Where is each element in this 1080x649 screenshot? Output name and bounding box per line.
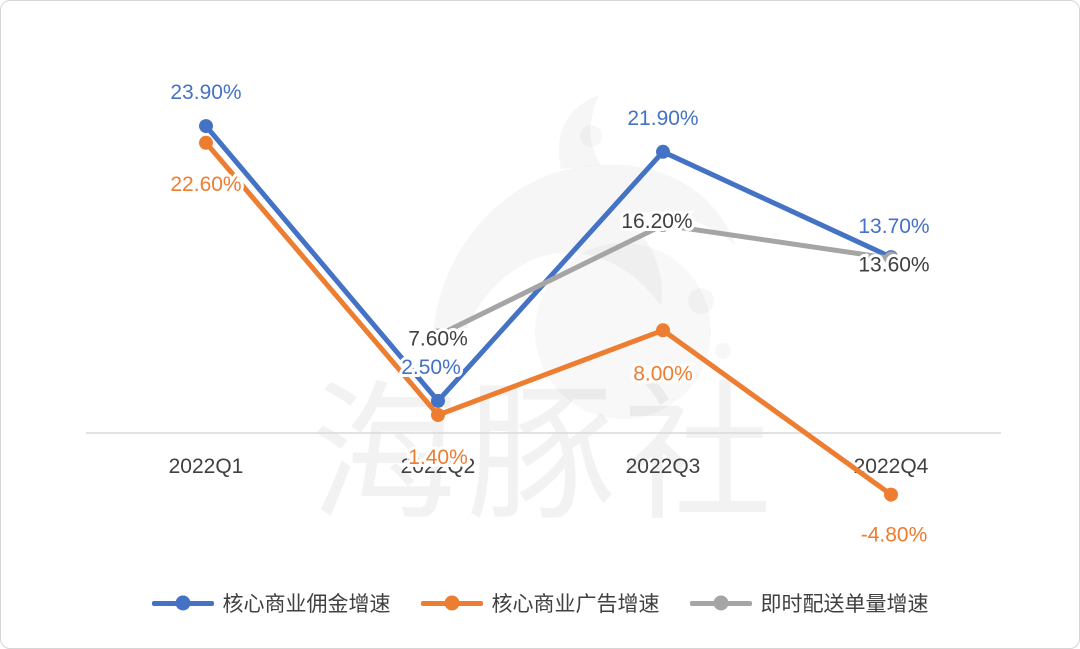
legend-label-delivery-volume-growth: 即时配送单量增速 <box>760 593 929 616</box>
data-label: 21.90% <box>627 107 698 130</box>
data-point <box>884 487 898 502</box>
data-point <box>656 323 670 338</box>
legend-line-marker-gray <box>689 595 752 611</box>
data-point <box>431 393 445 408</box>
legend-dot-gray <box>713 595 728 611</box>
legend-line-marker-blue <box>151 595 214 611</box>
data-point <box>656 144 670 159</box>
data-label: 16.20% <box>621 210 692 233</box>
x-axis-label: 2022Q4 <box>854 455 929 478</box>
data-point <box>431 408 445 422</box>
series-line-0 <box>203 123 894 404</box>
data-label: 1.40% <box>408 446 468 469</box>
data-label: 2.50% <box>401 356 461 379</box>
data-point <box>431 328 445 343</box>
x-axis-label: 2022Q3 <box>626 455 701 478</box>
data-label: -4.80% <box>861 524 928 547</box>
legend-item-commission-growth: 核心商业佣金增速 <box>151 588 391 618</box>
series-line-1 <box>203 140 894 498</box>
legend-item-advertising-growth: 核心商业广告增速 <box>420 588 660 618</box>
data-point <box>199 119 213 134</box>
data-label: 8.00% <box>633 362 693 385</box>
legend-label-advertising-growth: 核心商业广告增速 <box>491 593 660 616</box>
series-line-2 <box>435 222 894 338</box>
data-label: 7.60% <box>408 327 468 350</box>
chart-legend: 核心商业佣金增速 核心商业广告增速 即时配送单量增速 <box>1 588 1079 618</box>
data-label: 22.60% <box>170 173 241 196</box>
data-point <box>656 218 670 232</box>
legend-line-marker-orange <box>420 595 483 611</box>
legend-dot-blue <box>175 595 190 611</box>
x-axis-label: 2022Q2 <box>401 455 476 478</box>
data-label: 13.70% <box>858 215 929 238</box>
x-axis-label: 2022Q1 <box>169 455 244 478</box>
data-point <box>199 135 213 150</box>
legend-item-delivery-volume-growth: 即时配送单量增速 <box>689 588 929 618</box>
data-point <box>884 251 898 266</box>
legend-dot-orange <box>444 595 459 611</box>
legend-label-commission-growth: 核心商业佣金增速 <box>222 593 391 616</box>
data-label: 23.90% <box>170 81 241 104</box>
data-label: 13.60% <box>858 253 929 276</box>
